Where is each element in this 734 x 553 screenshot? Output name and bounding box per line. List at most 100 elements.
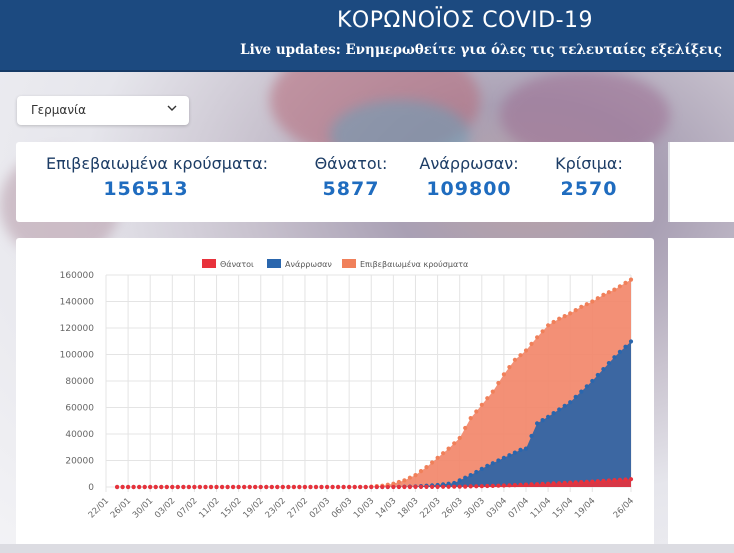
data-point xyxy=(612,287,617,292)
data-point xyxy=(236,484,241,490)
data-point xyxy=(518,353,523,358)
data-point xyxy=(595,296,600,301)
data-point xyxy=(579,389,584,394)
data-point xyxy=(529,482,534,487)
data-point xyxy=(617,349,623,354)
data-point xyxy=(474,469,479,475)
data-point xyxy=(231,484,236,490)
stat-confirmed: Επιβεβαιωμένα κρούσματα: 156513 xyxy=(46,154,268,200)
data-point xyxy=(590,378,595,384)
data-point xyxy=(352,484,357,490)
x-tick-label: 06/03 xyxy=(330,496,354,520)
chart-card: 0 20000 40000 60000 80000 100000 120000 140000 1… xyxy=(16,238,654,553)
data-point xyxy=(407,475,412,480)
x-tick-label: 07/02 xyxy=(175,496,199,520)
data-point xyxy=(628,277,634,282)
data-point xyxy=(606,478,612,483)
data-point xyxy=(573,394,578,399)
data-point xyxy=(562,480,567,485)
data-point xyxy=(264,484,269,490)
data-point xyxy=(452,441,457,446)
data-point xyxy=(463,484,468,489)
y-axis: 0 20000 40000 60000 80000 100000 120000 140000 1… xyxy=(60,271,95,493)
data-point xyxy=(418,469,424,474)
data-point xyxy=(457,478,462,483)
legend-label: Θάνατοι xyxy=(220,260,254,269)
stat-deaths: Θάνατοι: 5877 xyxy=(296,154,406,200)
x-tick-label: 02/03 xyxy=(308,496,332,520)
legend-label: Επιβεβαιωμένα κρούσματα xyxy=(360,259,468,269)
data-point xyxy=(551,481,556,486)
x-tick-label: 11/02 xyxy=(197,496,221,520)
page-title: ΚΟΡΩΝΟΪΟΣ COVID-19 xyxy=(337,8,593,33)
x-tick-label: 15/04 xyxy=(551,496,575,520)
data-point xyxy=(557,481,562,486)
chevron-down-icon xyxy=(167,105,177,111)
page-header: ΚΟΡΩΝΟΪΟΣ COVID-19 Live updates: Ενημερω… xyxy=(0,0,734,72)
data-point xyxy=(446,484,451,489)
data-point xyxy=(186,484,191,490)
data-point xyxy=(496,483,501,488)
data-point xyxy=(402,478,407,483)
data-point xyxy=(557,407,562,412)
data-point xyxy=(214,484,219,490)
data-point xyxy=(159,484,164,490)
data-point xyxy=(374,484,379,490)
data-point xyxy=(551,319,556,325)
data-point xyxy=(584,384,589,389)
data-point xyxy=(396,484,401,490)
y-tick-label: 140000 xyxy=(60,298,95,308)
data-point xyxy=(601,478,606,483)
data-point xyxy=(142,484,147,490)
data-point xyxy=(468,416,473,421)
data-point xyxy=(435,484,440,489)
y-tick-label: 100000 xyxy=(60,351,95,361)
data-point xyxy=(507,483,512,488)
data-point xyxy=(391,484,396,490)
x-tick-label: 27/02 xyxy=(286,496,310,520)
data-point xyxy=(485,483,490,489)
data-point xyxy=(512,483,517,488)
data-point xyxy=(225,484,230,490)
data-point xyxy=(501,455,506,460)
data-point xyxy=(297,484,302,490)
data-point xyxy=(535,421,540,426)
y-tick-label: 0 xyxy=(88,483,94,493)
data-point xyxy=(369,484,374,490)
data-point xyxy=(617,284,623,289)
data-point xyxy=(341,484,346,490)
data-point xyxy=(413,473,418,478)
data-point xyxy=(623,280,628,285)
data-point xyxy=(535,482,540,487)
data-point xyxy=(192,484,197,490)
x-tick-label: 03/04 xyxy=(485,496,509,520)
data-point xyxy=(468,473,473,478)
x-tick-label: 07/04 xyxy=(507,496,531,520)
data-point xyxy=(562,403,567,408)
chart-areas xyxy=(117,279,632,487)
data-point xyxy=(275,484,280,490)
country-select[interactable]: Γερμανία xyxy=(17,96,189,125)
data-point xyxy=(590,299,595,304)
data-point xyxy=(441,484,446,489)
data-point xyxy=(457,435,462,441)
data-point xyxy=(512,450,517,455)
data-point xyxy=(280,484,285,490)
data-point xyxy=(501,372,506,377)
legend-swatch xyxy=(342,259,356,268)
stat-critical-label: Κρίσιμα: xyxy=(555,154,623,173)
data-point xyxy=(120,484,125,490)
data-point xyxy=(518,482,523,487)
data-point xyxy=(291,484,296,490)
data-point xyxy=(358,484,363,490)
covid-chart: 0 20000 40000 60000 80000 100000 120000 140000 1… xyxy=(60,259,636,520)
data-point xyxy=(208,484,214,490)
x-tick-label: 11/04 xyxy=(529,496,553,520)
data-point xyxy=(175,484,180,490)
data-point xyxy=(518,447,523,452)
x-tick-label: 23/02 xyxy=(264,496,288,520)
data-point xyxy=(407,484,412,490)
data-point xyxy=(485,396,490,401)
data-point xyxy=(242,484,247,490)
stat-critical: Κρίσιμα: 2570 xyxy=(544,154,634,200)
